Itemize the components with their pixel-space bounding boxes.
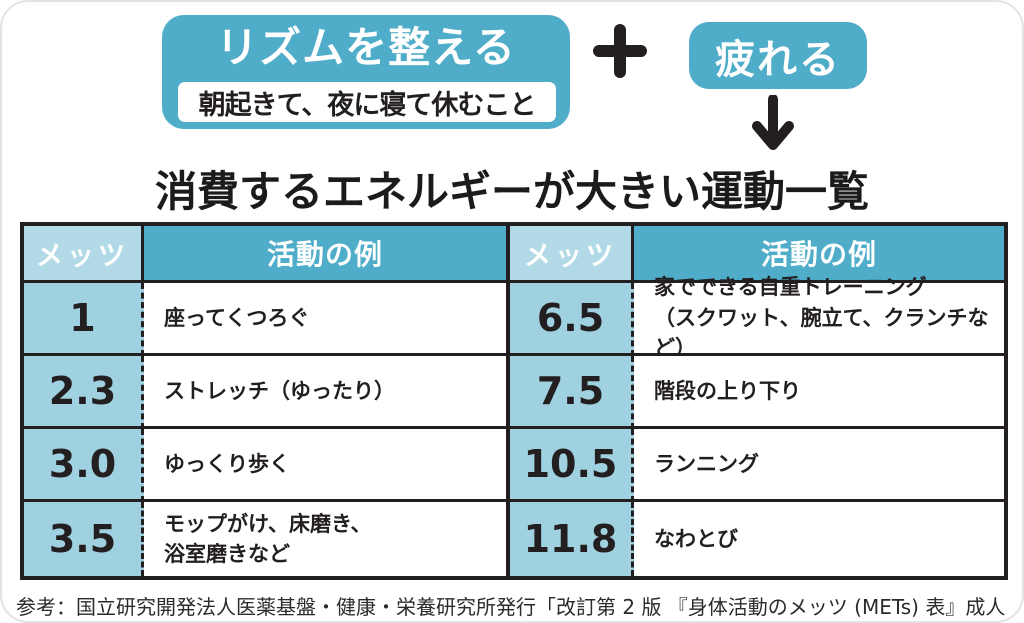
table-header-mets-left: メッツ bbox=[24, 226, 144, 283]
mets-value-cell: 1 bbox=[24, 283, 144, 356]
mets-value-cell: 3.0 bbox=[24, 429, 144, 502]
activity-cell: 階段の上り下り bbox=[634, 356, 1004, 429]
activity-cell: モップがけ、床磨き、 浴室磨きなど bbox=[144, 502, 510, 576]
activity-cell: なわとび bbox=[634, 502, 1004, 576]
rhythm-badge-title: リズムを整える bbox=[216, 23, 516, 72]
page-title: 消費するエネルギーが大きい運動一覧 bbox=[154, 167, 869, 216]
activity-cell: 家でできる自重トレーニング （スクワット、腕立て、クランチなど） bbox=[634, 275, 1004, 360]
tired-badge-label: 疲れる bbox=[715, 36, 841, 83]
plus-icon bbox=[592, 23, 648, 79]
rhythm-badge-subtitle: 朝起きて、夜に寝て休むこと bbox=[198, 89, 537, 121]
table-header-activity-left: 活動の例 bbox=[144, 226, 510, 283]
mets-table: メッツ 活動の例 メッツ 活動の例 1 座ってくつろぐ 6.5 家でできる自重ト… bbox=[20, 222, 1008, 580]
rhythm-badge: リズムを整える 朝起きて、夜に寝て休むこと bbox=[162, 15, 570, 129]
activity-cell: ゆっくり歩く bbox=[144, 429, 510, 502]
table-header-activity-right: 活動の例 bbox=[634, 226, 1004, 283]
mets-value-cell: 7.5 bbox=[510, 356, 634, 429]
activity-cell: 座ってくつろぐ bbox=[144, 283, 510, 356]
mets-value-cell: 10.5 bbox=[510, 429, 634, 502]
rhythm-badge-subtitle-band: 朝起きて、夜に寝て休むこと bbox=[178, 82, 556, 122]
mets-value-cell: 2.3 bbox=[24, 356, 144, 429]
table-header-mets-right: メッツ bbox=[510, 226, 634, 283]
tired-badge: 疲れる bbox=[689, 22, 867, 89]
activity-cell: ストレッチ（ゆったり） bbox=[144, 356, 510, 429]
reference-note: 参考：国立研究開発法人医薬基盤・健康・栄養研究所発行「改訂第 2 版 『身体活動… bbox=[16, 595, 1006, 619]
mets-value-cell: 3.5 bbox=[24, 502, 144, 576]
mets-value-cell: 6.5 bbox=[510, 283, 634, 356]
mets-value-cell: 11.8 bbox=[510, 502, 634, 576]
activity-cell: ランニング bbox=[634, 429, 1004, 502]
down-arrow-icon bbox=[750, 94, 796, 151]
